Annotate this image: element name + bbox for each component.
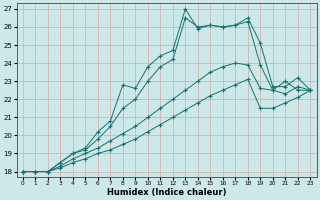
X-axis label: Humidex (Indice chaleur): Humidex (Indice chaleur) [107, 188, 226, 197]
